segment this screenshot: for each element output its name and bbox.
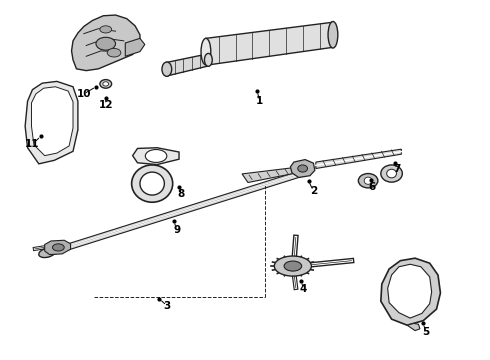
Ellipse shape (381, 165, 402, 182)
Ellipse shape (201, 39, 211, 65)
Ellipse shape (298, 165, 308, 172)
Text: 5: 5 (422, 327, 429, 337)
Ellipse shape (328, 22, 338, 48)
Polygon shape (45, 240, 71, 255)
Ellipse shape (162, 62, 172, 76)
Polygon shape (167, 54, 208, 76)
Ellipse shape (100, 26, 112, 33)
Text: 6: 6 (368, 182, 376, 192)
Text: 1: 1 (256, 96, 263, 106)
Polygon shape (407, 323, 420, 330)
Text: 4: 4 (300, 284, 307, 294)
Ellipse shape (52, 244, 64, 251)
Ellipse shape (146, 149, 167, 162)
Polygon shape (206, 22, 333, 65)
Ellipse shape (39, 248, 55, 257)
Text: 11: 11 (25, 139, 40, 149)
Text: 8: 8 (178, 189, 185, 199)
Ellipse shape (96, 37, 116, 50)
Ellipse shape (107, 48, 121, 57)
Text: 9: 9 (173, 225, 180, 235)
Ellipse shape (204, 53, 212, 66)
Polygon shape (316, 149, 401, 168)
Polygon shape (46, 170, 305, 256)
Polygon shape (72, 15, 140, 71)
Polygon shape (125, 39, 145, 56)
Polygon shape (25, 81, 78, 164)
Ellipse shape (358, 174, 378, 188)
Text: 7: 7 (393, 164, 400, 174)
Ellipse shape (387, 169, 396, 178)
Ellipse shape (140, 172, 164, 195)
Polygon shape (31, 87, 73, 156)
Ellipse shape (132, 165, 172, 202)
Text: 3: 3 (163, 301, 171, 311)
Text: 2: 2 (310, 186, 317, 196)
Polygon shape (133, 148, 179, 165)
Ellipse shape (274, 256, 312, 276)
Ellipse shape (284, 261, 302, 271)
Polygon shape (381, 258, 441, 325)
Polygon shape (291, 159, 315, 177)
Polygon shape (388, 264, 432, 318)
Text: 12: 12 (98, 100, 113, 110)
Ellipse shape (364, 177, 372, 184)
Ellipse shape (103, 82, 109, 86)
Text: 10: 10 (76, 89, 91, 99)
Ellipse shape (100, 80, 112, 88)
Polygon shape (242, 167, 304, 183)
